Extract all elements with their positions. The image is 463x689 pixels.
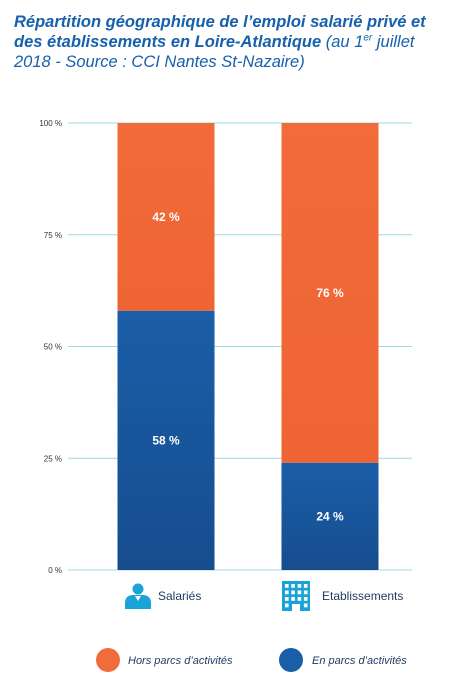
chart-title: Répartition géographique de l’emploi sal… <box>14 12 454 72</box>
data-label: 24 % <box>316 509 344 523</box>
y-tick-label: 75 % <box>44 231 62 240</box>
data-label: 76 % <box>316 286 344 300</box>
y-tick-label: 25 % <box>44 454 62 463</box>
category-label: Etablissements <box>322 589 403 603</box>
bar-segment <box>281 462 379 570</box>
legend-swatch <box>279 648 303 672</box>
title-bold: Répartition géographique de l’emploi sal… <box>14 13 426 51</box>
title-normal-post: juillet 2018 - Source : CCI Nantes St-Na… <box>14 33 415 71</box>
bar-segment <box>117 123 215 311</box>
legend-swatch <box>96 648 120 672</box>
legend-label: En parcs d’activités <box>312 655 407 667</box>
title-normal-pre: (au 1 <box>321 33 364 51</box>
legend-label: Hors parcs d’activités <box>128 655 233 667</box>
bar-segment <box>281 123 379 463</box>
title-sup: er <box>363 32 373 44</box>
building-icon <box>282 581 310 611</box>
category-label: Salariés <box>158 589 201 603</box>
y-tick-label: 50 % <box>44 343 62 352</box>
y-tick-label: 0 % <box>48 566 62 575</box>
person-icon <box>125 583 151 609</box>
data-label: 58 % <box>152 433 180 447</box>
y-tick-label: 100 % <box>39 119 62 128</box>
data-label: 42 % <box>152 210 180 224</box>
bar-segment <box>117 310 215 570</box>
